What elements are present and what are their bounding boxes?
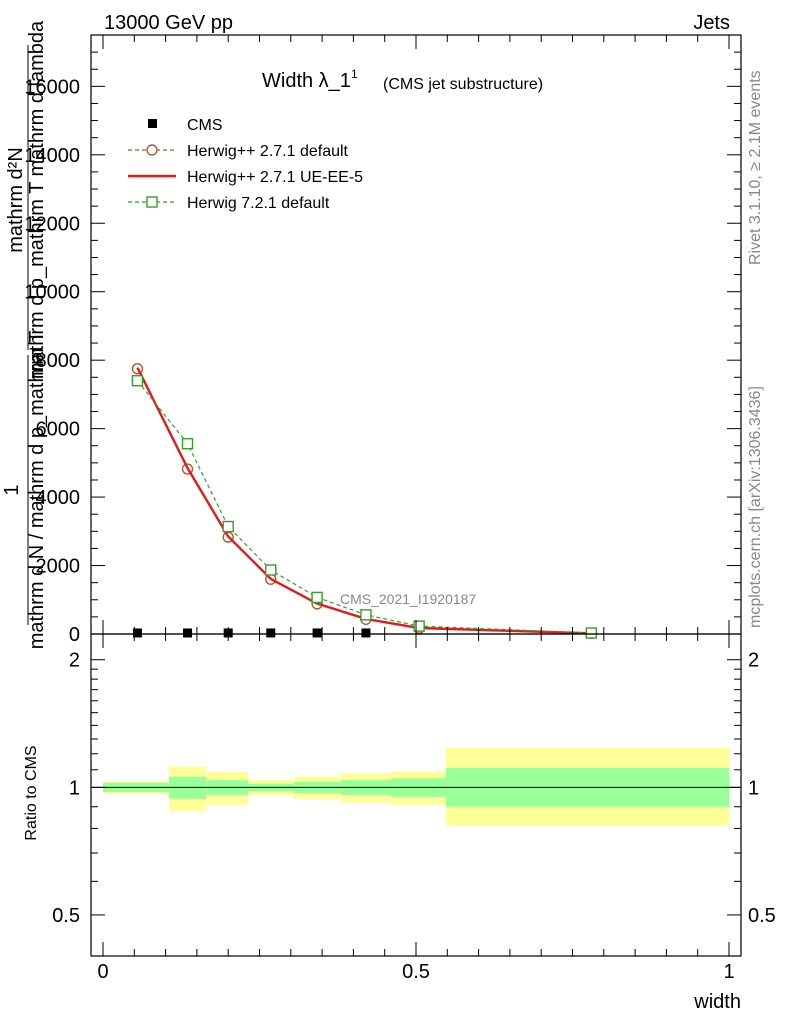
ratio-plot: 0.5 0.5 1 1 2 2 0 0.5 1 Ratio to CMS width — [23, 633, 776, 1013]
legend-item-herwigpp-ueee5: Herwig++ 2.7.1 UE-EE-5 — [128, 169, 363, 186]
main-ytick-label: 8000 — [36, 350, 81, 372]
main-title-text: Width λ_1 — [262, 70, 351, 92]
side-label-top: Rivet 3.1.10, ≥ 2.1M events — [747, 70, 764, 265]
ratio-ytick-label-right: 0.5 — [748, 905, 776, 927]
legend-cms-label: CMS — [187, 117, 223, 134]
header-top-right: Jets — [693, 12, 730, 34]
legend-item-herwig7-default: Herwig 7.2.1 default — [128, 195, 330, 212]
series-marker-herwig-7-2-1-default — [181, 437, 194, 450]
series-marker-herwig-7-2-1-default — [265, 564, 277, 576]
main-series-layer — [131, 363, 597, 640]
main-ytick-label: 2000 — [36, 556, 81, 578]
series-marker-herwig-7-2-1-default — [131, 375, 144, 387]
cms-data-point — [312, 628, 322, 638]
cms-data-point — [361, 628, 371, 638]
main-ytick-label: 4000 — [36, 487, 81, 509]
main-ytick-label: 10000 — [24, 282, 80, 304]
legend-herwigpp-default-label: Herwig++ 2.7.1 default — [187, 143, 349, 160]
legend-item-cms: CMS — [148, 117, 223, 134]
ratio-ytick-label-left: 0.5 — [52, 905, 80, 927]
legend-item-herwigpp-default: Herwig++ 2.7.1 default — [128, 143, 349, 160]
main-title-sup: 1 — [351, 67, 358, 81]
series-marker-herwig-7-2-1-default — [585, 627, 597, 639]
main-title: Width λ_11 — [262, 67, 358, 92]
main-ylabel-prefix-denominator: mathrm d N / mathrm d p_mathrm T — [26, 331, 48, 650]
series-marker-herwig-7-2-1-default — [413, 620, 425, 632]
main-ylabel-denominator: mathrm d p_mathrm T mathrm d lambda — [26, 20, 48, 379]
ratio-ticks: 0.5 0.5 1 1 2 2 0 0.5 1 — [52, 634, 776, 983]
cms-data-point — [132, 628, 142, 638]
ratio-xtick-label: 0 — [97, 961, 108, 983]
main-ticks: 2000 4000 6000 8000 10000 12000 14000 16000 0 — [24, 34, 741, 646]
analysis-label: CMS_2021_I1920187 — [340, 591, 476, 607]
ratio-ylabel: Ratio to CMS — [23, 745, 40, 840]
series-marker-herwig-7-2-1-default — [222, 520, 234, 533]
ratio-xtick-label: 1 — [723, 961, 734, 983]
cms-data-point — [183, 628, 193, 638]
main-ylabel: mathrm d²N mathrm d p_mathrm T mathrm d … — [1, 20, 48, 649]
main-ylabel-numerator: mathrm d²N — [5, 147, 27, 253]
main-ytick-label: 6000 — [36, 419, 81, 441]
side-label-bottom: mcplots.cern.ch [arXiv:1306.3436] — [747, 386, 764, 628]
main-plot: 2000 4000 6000 8000 10000 12000 14000 16000 0 Wi… — [1, 20, 742, 649]
ratio-ytick-label-left: 1 — [69, 777, 80, 799]
ratio-xlabel: width — [693, 991, 741, 1013]
main-ytick-label: 14000 — [24, 145, 80, 167]
main-subtitle: (CMS jet substructure) — [383, 76, 543, 93]
legend: CMS Herwig++ 2.7.1 default Herwig++ 2.7.… — [128, 117, 363, 212]
ratio-xtick-label: 0.5 — [402, 961, 430, 983]
main-ytick-label: 16000 — [24, 76, 80, 98]
legend-cms-marker — [148, 119, 157, 128]
main-ylabel-prefix: 1 — [1, 484, 23, 495]
ratio-ytick-label-right: 1 — [748, 777, 759, 799]
cms-data-point — [266, 628, 276, 638]
series-line-herwig-7-2-1-default — [136, 380, 592, 634]
legend-herwig7-default-label: Herwig 7.2.1 default — [187, 195, 330, 212]
ratio-ytick-label-right: 2 — [748, 650, 759, 672]
header-top-left: 13000 GeV pp — [104, 12, 233, 34]
series-line-herwig-2-7-1-ue-ee-5 — [136, 367, 592, 635]
main-ytick-label: 12000 — [24, 213, 80, 235]
legend-herwigpp-ueee5-label: Herwig++ 2.7.1 UE-EE-5 — [187, 169, 363, 186]
series-marker-herwig-7-2-1-default — [311, 591, 323, 604]
legend-herwigpp-default-marker — [146, 144, 158, 156]
legend-herwig7-default-marker — [146, 196, 158, 208]
series-marker-herwig-7-2-1-default — [360, 609, 372, 621]
ratio-ytick-label-left: 2 — [69, 650, 80, 672]
main-ytick-label: 0 — [69, 624, 80, 646]
